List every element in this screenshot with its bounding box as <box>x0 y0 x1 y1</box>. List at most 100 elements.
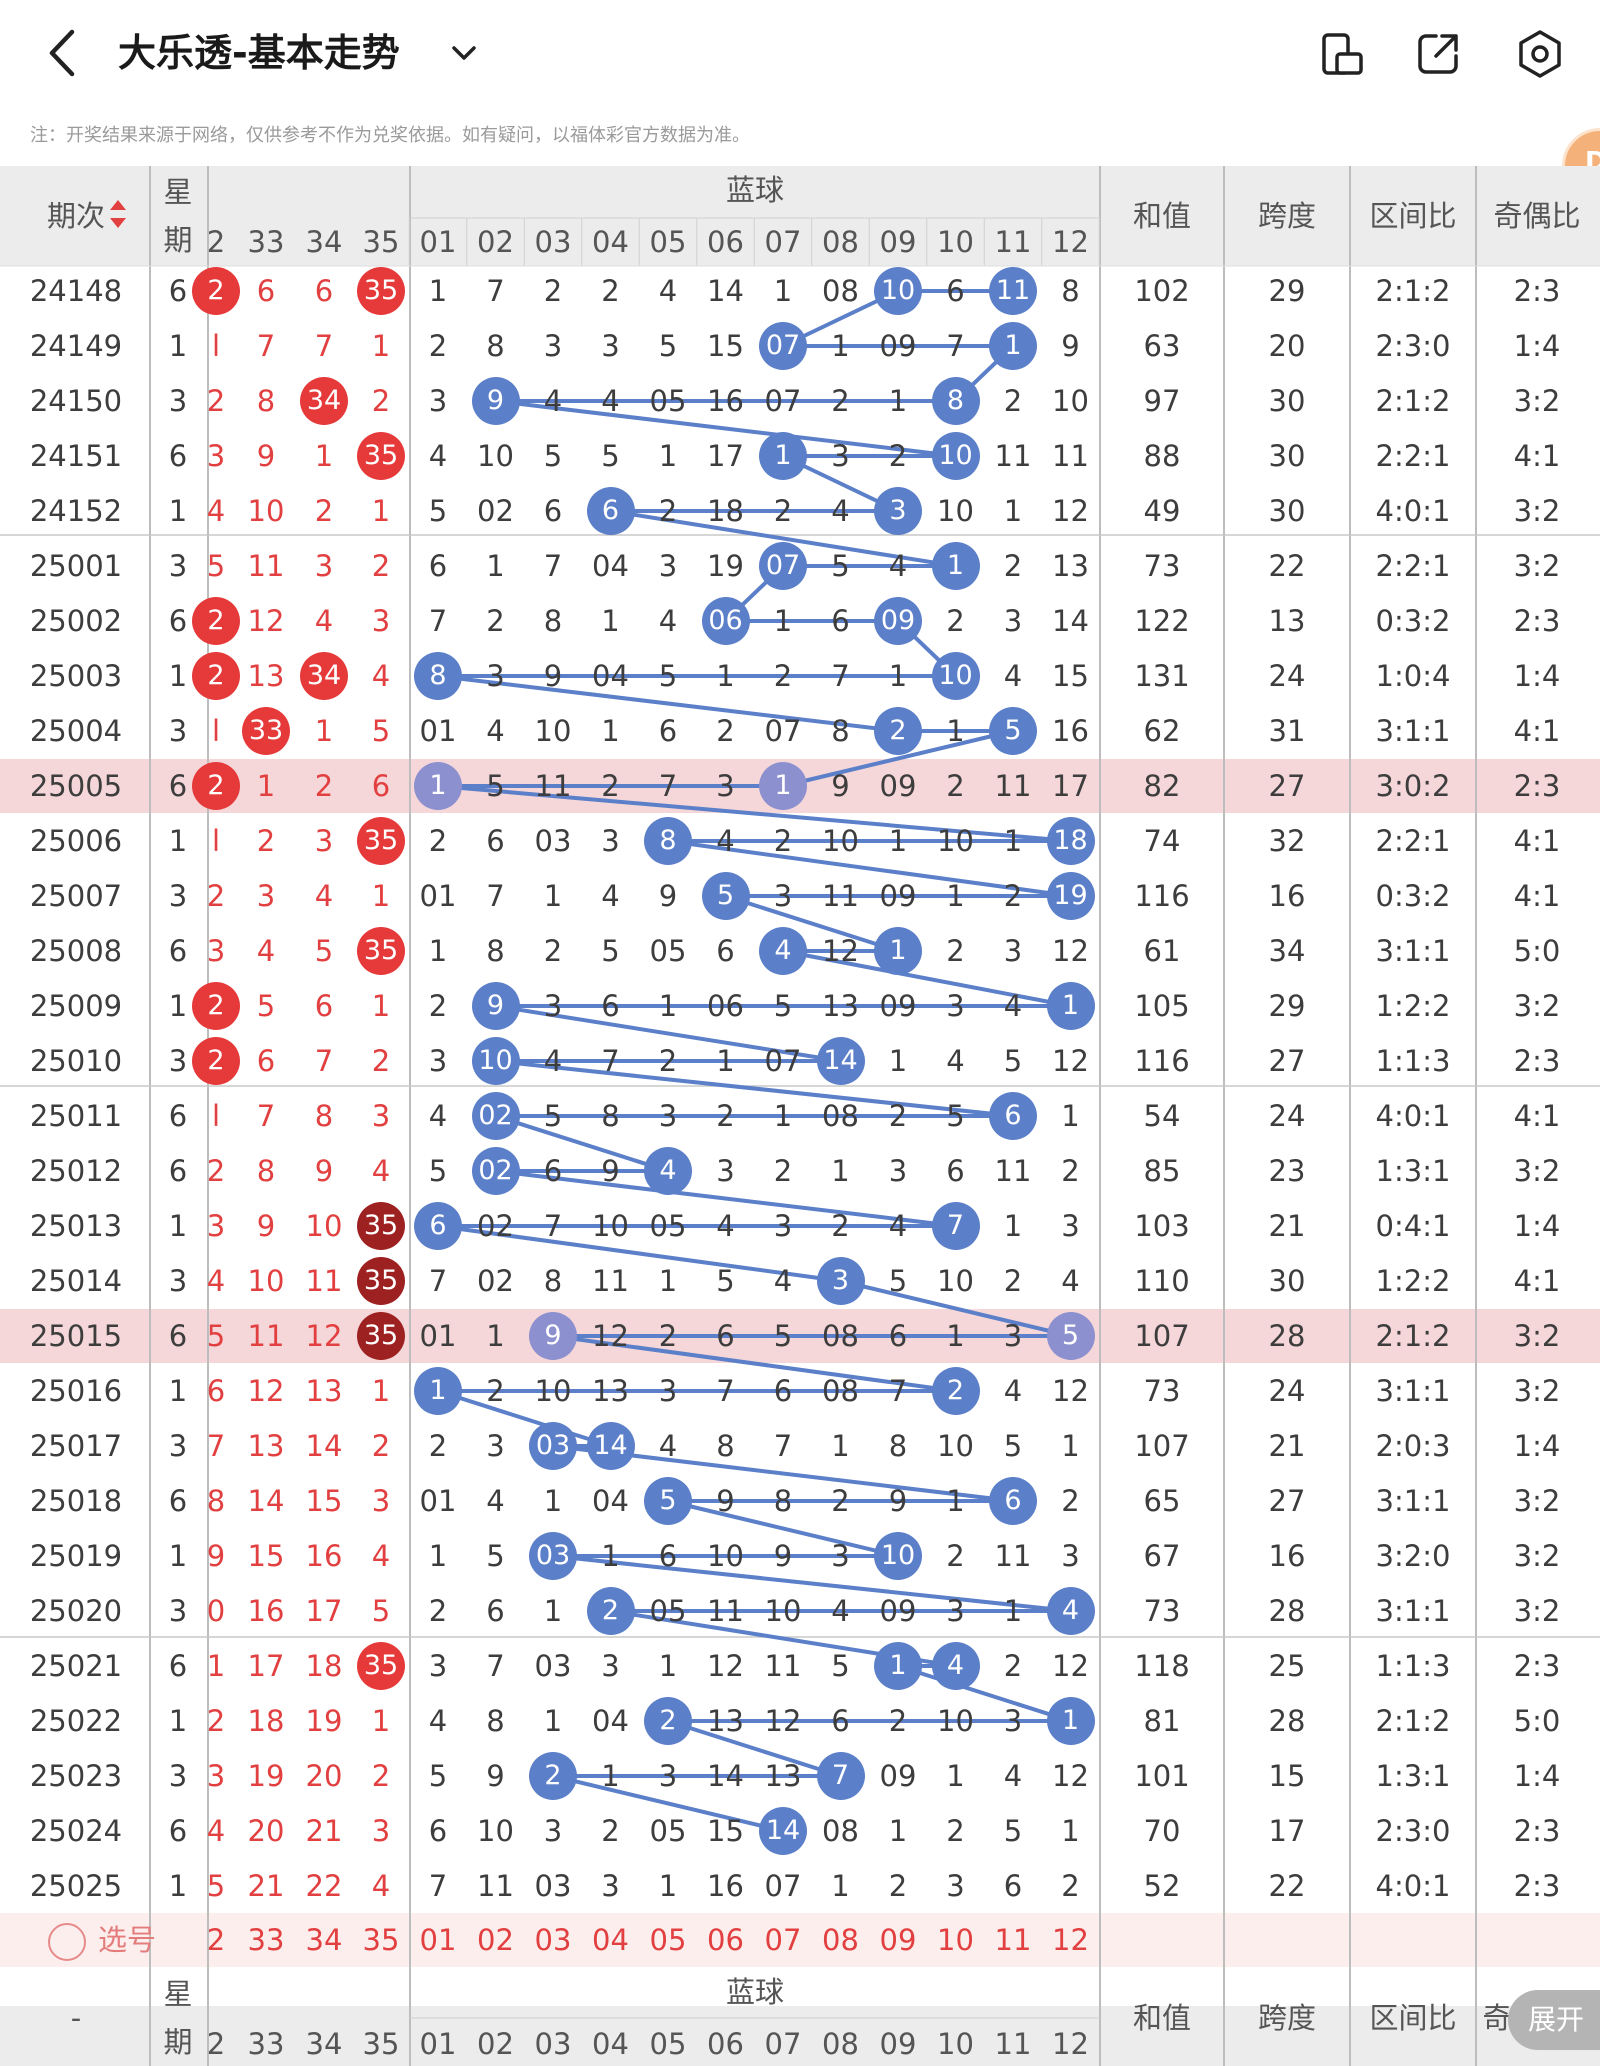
phone-tablet-icon[interactable] <box>1318 30 1366 78</box>
blue-miss-cell: 13 <box>764 1759 802 1793</box>
blue-column-header: 11 <box>994 225 1032 259</box>
blue-miss-cell: 1 <box>831 1154 850 1188</box>
blue-miss-cell: 1 <box>773 274 793 308</box>
oddeven-cell: 3:2 <box>1513 1484 1561 1518</box>
blue-miss-cell: 2 <box>831 1484 850 1518</box>
zone-cell: 0:3:2 <box>1375 604 1451 638</box>
period-cell: 24152 <box>29 494 123 528</box>
blue-miss-cell: 9 <box>543 659 563 693</box>
blue-miss-cell: 3 <box>946 989 965 1023</box>
blue-miss-cell: 6 <box>601 989 620 1023</box>
blue-ball: 1 <box>414 1367 462 1415</box>
span-cell: 16 <box>1268 1539 1306 1573</box>
share-icon[interactable] <box>1414 30 1462 78</box>
pick-blue-number: 04 <box>592 1923 629 1957</box>
zone-cell: 2:3:0 <box>1375 329 1451 363</box>
blue-miss-cell: 6 <box>658 714 678 748</box>
span-cell: 20 <box>1268 329 1306 363</box>
blue-ball: 1 <box>874 927 922 975</box>
blue-miss-cell: 4 <box>658 274 678 308</box>
sum-cell: 107 <box>1134 1319 1190 1353</box>
front-value-cell: 2 <box>371 549 391 583</box>
front-value-cell: 2 <box>371 384 391 418</box>
footer-front-header: 35 <box>362 2027 400 2061</box>
front-value-cell: 8 <box>256 384 276 418</box>
front-ball: 35 <box>357 1202 405 1250</box>
front-value-cell: 6 <box>314 274 334 308</box>
zone-cell: 2:1:2 <box>1375 1704 1451 1738</box>
blue-miss-cell: 1 <box>888 384 908 418</box>
blue-miss-cell: 3 <box>601 1649 620 1683</box>
blue-miss-cell: 10 <box>822 824 859 858</box>
blue-miss-cell: 6 <box>946 274 965 308</box>
blue-miss-cell: 3 <box>946 1869 965 1903</box>
zone-cell: 0:4:1 <box>1375 1209 1451 1243</box>
sum-cell: 97 <box>1143 384 1181 418</box>
blue-ball: 2 <box>931 1367 980 1415</box>
settings-icon[interactable] <box>1514 28 1566 80</box>
blue-miss-cell: 3 <box>716 769 735 803</box>
front-value-cell: 9 <box>256 439 276 473</box>
front-value-cell: 20 <box>247 1814 285 1848</box>
blue-miss-cell: 1 <box>946 1319 965 1353</box>
blue-miss-cell: 6 <box>486 824 505 858</box>
page-title[interactable]: 大乐透-基本走势 <box>118 31 400 75</box>
front-value-cell: 22 <box>305 1869 343 1903</box>
blue-miss-cell: 2 <box>428 329 448 363</box>
front-value-cell: 4 <box>314 879 334 913</box>
blue-miss-cell: 2 <box>428 1594 448 1628</box>
front-ball: 35 <box>357 432 405 480</box>
period-cell: 25007 <box>29 879 123 913</box>
oddeven-cell: 3:2 <box>1513 1539 1561 1573</box>
chevron-down-icon[interactable] <box>448 38 480 68</box>
front-value-cell: 7 <box>256 1099 276 1133</box>
blue-miss-cell: 08 <box>822 274 859 308</box>
blue-miss-cell: 10 <box>707 1539 744 1573</box>
front-value-cell: l <box>211 714 221 748</box>
span-cell: 24 <box>1268 659 1306 693</box>
blue-miss-cell: 7 <box>543 1209 563 1243</box>
blue-ball: 5 <box>1046 1312 1095 1360</box>
footer-sum-header: 和值 <box>1132 2001 1191 2035</box>
col-period-header: 期次 <box>46 199 105 233</box>
blue-miss-cell: 2 <box>1061 1484 1080 1518</box>
blue-miss-cell: 6 <box>946 1154 965 1188</box>
footer-oddeven-partial: 奇 <box>1482 2001 1512 2035</box>
oddeven-cell: 4:1 <box>1513 879 1561 913</box>
blue-miss-cell: 05 <box>649 934 687 968</box>
front-value-cell: 4 <box>371 659 391 693</box>
sum-cell: 63 <box>1143 329 1181 363</box>
blue-miss-cell: 2 <box>888 439 908 473</box>
blue-ball: 8 <box>931 377 980 425</box>
chevron-left-icon[interactable] <box>40 26 88 80</box>
front-value-cell: 1 <box>206 1649 226 1683</box>
oddeven-cell: 4:1 <box>1513 714 1561 748</box>
blue-miss-cell: 2 <box>773 659 793 693</box>
blue-miss-cell: 03 <box>534 824 572 858</box>
span-cell: 27 <box>1268 769 1306 803</box>
period-cell: 25016 <box>29 1374 123 1408</box>
blue-miss-cell: 05 <box>649 1209 687 1243</box>
blue-column-header: 09 <box>879 225 917 259</box>
blue-miss-cell: 1 <box>1003 1209 1023 1243</box>
blue-miss-cell: 7 <box>486 879 505 913</box>
sort-icon[interactable] <box>110 200 126 228</box>
blue-ball: 18 <box>1046 817 1095 865</box>
blue-miss-cell: 05 <box>649 1594 687 1628</box>
blue-miss-cell: 12 <box>1052 1759 1089 1793</box>
span-cell: 30 <box>1268 384 1306 418</box>
blue-miss-cell: 8 <box>486 329 505 363</box>
span-cell: 28 <box>1268 1594 1306 1628</box>
front-value-cell: 7 <box>314 1044 334 1078</box>
front-ball: 35 <box>357 927 405 975</box>
blue-miss-cell: 1 <box>831 1869 850 1903</box>
blue-ball: 7 <box>816 1752 865 1800</box>
pick-label[interactable]: 选号 <box>98 1923 157 1957</box>
period-cell: 25005 <box>29 769 123 803</box>
pick-radio[interactable] <box>48 1923 86 1961</box>
blue-ball: 5 <box>701 872 750 920</box>
sum-cell: 88 <box>1143 439 1181 473</box>
col-week-header-top: 星 <box>163 175 193 209</box>
blue-miss-cell: 1 <box>1003 494 1023 528</box>
expand-button[interactable]: 展开 <box>1508 1990 1600 2050</box>
